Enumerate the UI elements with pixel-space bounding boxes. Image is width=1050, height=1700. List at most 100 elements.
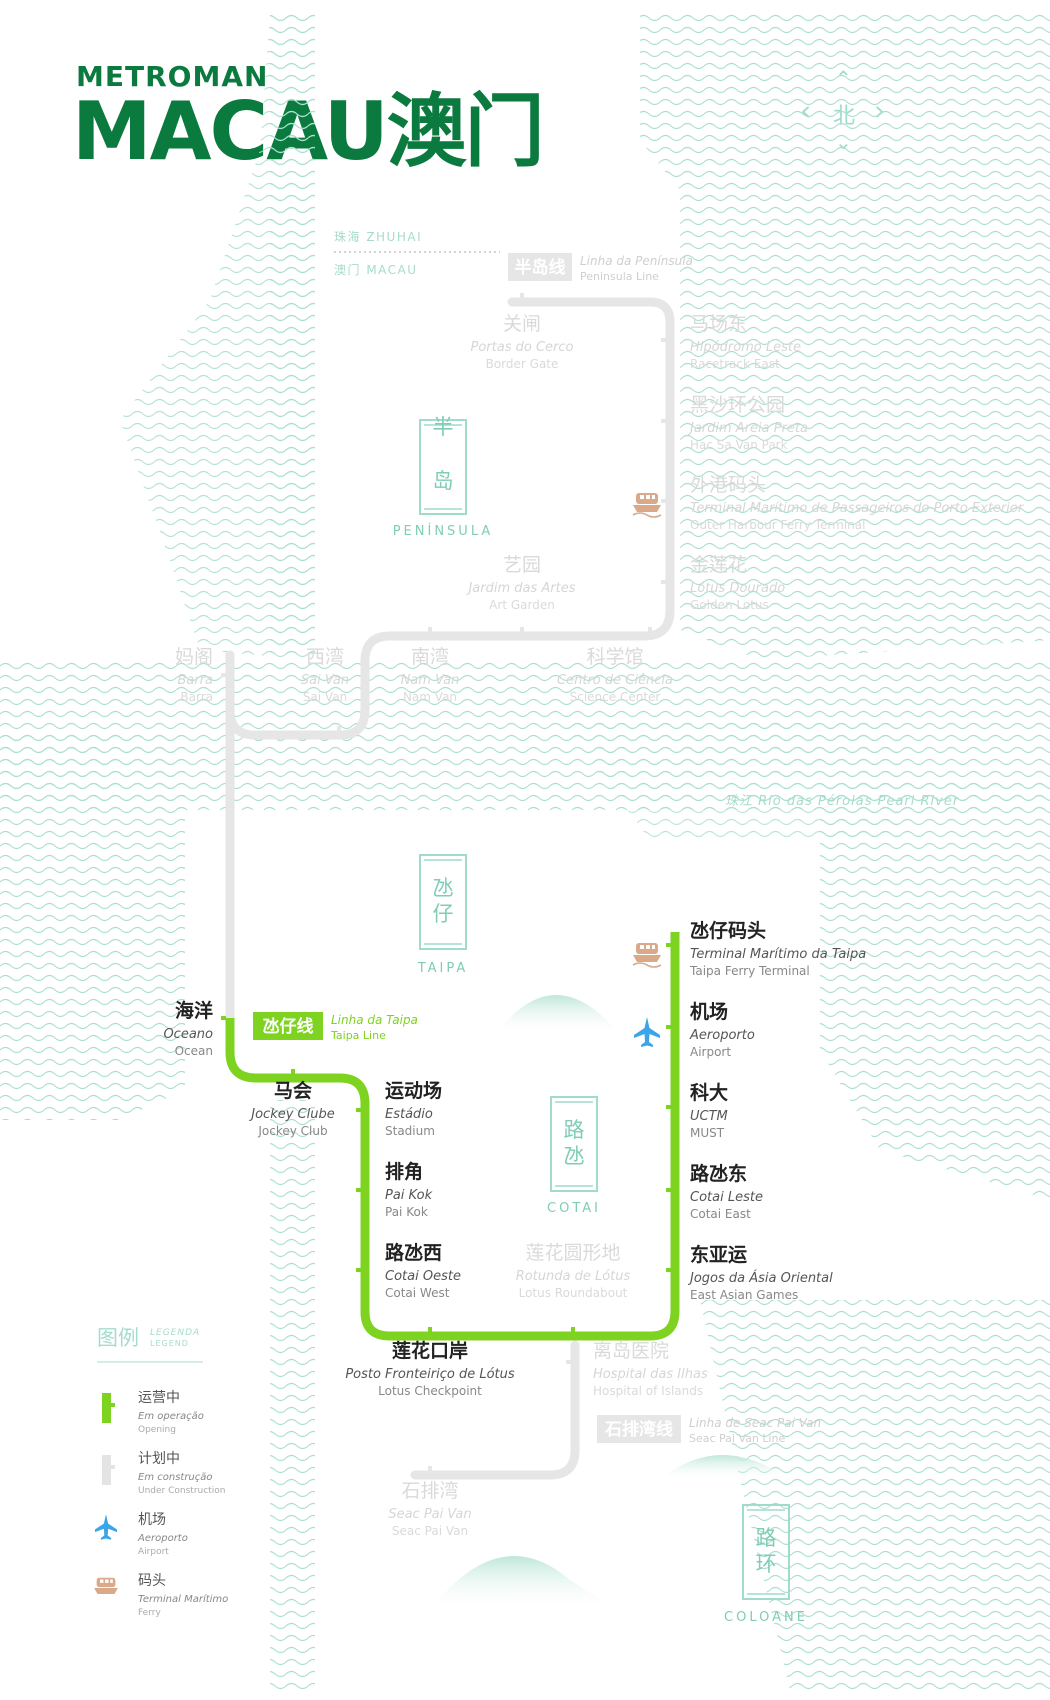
station-ilhas-pt: Hospital das Ilhas bbox=[593, 1367, 708, 1382]
station-barra[interactable]: 妈阁 Barra Barra bbox=[175, 646, 213, 704]
station-ocean-en: Ocean bbox=[175, 1044, 213, 1058]
planned-lines bbox=[225, 297, 675, 1480]
station-tick bbox=[291, 1069, 295, 1074]
station-hipodromo-en: Racetrack East bbox=[690, 357, 780, 371]
legend-airport-en: Airport bbox=[138, 1547, 169, 1557]
line-badge-taipa-label: 氹仔线 bbox=[263, 1016, 314, 1037]
station-hipodromo-pt: Hipódromo Leste bbox=[690, 340, 801, 355]
line-peninsula-en: Peninsula Line bbox=[580, 270, 659, 283]
station-lotus-zh: 莲花口岸 bbox=[392, 1339, 468, 1362]
line-seacpaivan-en: Seac Pai Van Line bbox=[689, 1432, 786, 1445]
station-ciencia[interactable]: 科学馆 Centro de Ciência Science Center bbox=[557, 646, 673, 704]
station-saivan-pt: Sai Van bbox=[301, 673, 349, 688]
district-taipa: 氹仔 TAIPA bbox=[417, 854, 467, 976]
legend-ferry-pt: Terminal Marítimo bbox=[138, 1593, 228, 1605]
station-cotaiw-pt: Cotai Oeste bbox=[385, 1269, 461, 1284]
station-lotus-pt: Posto Fronteiriço de Lótus bbox=[345, 1367, 515, 1382]
boundary-macau: 澳门 MACAU bbox=[334, 262, 418, 277]
station-portas-zh: 关闸 bbox=[503, 313, 541, 335]
ferry-icon bbox=[632, 943, 662, 968]
station-tick bbox=[356, 1268, 361, 1272]
station-tick bbox=[666, 1188, 671, 1192]
station-namvan-zh: 南湾 bbox=[411, 646, 449, 668]
legend-open-zh: 运营中 bbox=[138, 1390, 180, 1406]
station-golden[interactable]: 金莲花 Lótus Dourado Golden Lotus bbox=[690, 554, 785, 612]
station-golden-pt: Lótus Dourado bbox=[690, 581, 785, 596]
station-golden-en: Golden Lotus bbox=[690, 598, 769, 612]
station-estadio-pt: Estádio bbox=[385, 1107, 433, 1122]
station-estadio[interactable]: 运动场 Estádio Stadium bbox=[385, 1080, 442, 1138]
station-namvan-pt: Nam Van bbox=[401, 673, 460, 688]
station-tick bbox=[520, 627, 524, 632]
station-airport-en: Airport bbox=[690, 1045, 731, 1059]
station-paikok-pt: Pai Kok bbox=[385, 1188, 433, 1203]
station-namvan[interactable]: 南湾 Nam Van Nam Van bbox=[401, 646, 460, 704]
boundary-zhuhai: 珠海 ZHUHAI bbox=[334, 229, 422, 244]
station-hipodromo[interactable]: 马场东 Hipódromo Leste Racetrack East bbox=[690, 313, 801, 371]
station-artes[interactable]: 艺园 Jardim das Artes Art Garden bbox=[465, 554, 575, 612]
station-seac-zh: 石排湾 bbox=[401, 1480, 458, 1502]
station-tick bbox=[661, 338, 666, 342]
station-outer[interactable]: 外港码头 Terminal Marítimo de Passageiros do … bbox=[690, 474, 1025, 532]
station-taipaferry-en: Taipa Ferry Terminal bbox=[689, 964, 810, 978]
line-seacpaivan-pt: Linha de Seac Pai Van bbox=[689, 1416, 821, 1430]
station-tick bbox=[661, 499, 666, 503]
station-taipaferry[interactable]: 氹仔码头 Terminal Marítimo da Taipa Taipa Ferr… bbox=[689, 919, 866, 978]
station-outer-en: Outer Harbour Ferry Terminal bbox=[690, 518, 865, 532]
station-rotunda[interactable]: 莲花圆形地 Rotunda de Lótus Lotus Roundabout bbox=[516, 1242, 631, 1300]
station-paikok-en: Pai Kok bbox=[385, 1205, 428, 1219]
station-ilhas[interactable]: 离岛医院 Hospital das Ilhas Hospital of Island… bbox=[593, 1340, 708, 1398]
station-ocean-zh: 海洋 bbox=[175, 999, 213, 1022]
hills bbox=[430, 995, 790, 1610]
station-tick bbox=[356, 1188, 361, 1192]
station-artes-en: Art Garden bbox=[489, 598, 555, 612]
station-saivan-zh: 西湾 bbox=[306, 646, 344, 668]
station-tick bbox=[661, 419, 666, 423]
legend-title-zh: 图例 bbox=[97, 1326, 139, 1350]
station-paikok[interactable]: 排角 Pai Kok Pai Kok bbox=[385, 1160, 433, 1219]
station-seac[interactable]: 石排湾 Seac Pai Van Seac Pai Van bbox=[388, 1480, 471, 1538]
station-ciencia-zh: 科学馆 bbox=[586, 646, 643, 668]
ferry-icon bbox=[632, 493, 662, 518]
legend-open-pt: Em operação bbox=[138, 1411, 204, 1422]
station-saivan-en: Sai Van bbox=[303, 690, 347, 704]
legend-ferry-en: Ferry bbox=[138, 1608, 161, 1618]
station-ciencia-pt: Centro de Ciência bbox=[557, 673, 673, 688]
station-saivan[interactable]: 西湾 Sai Van Sai Van bbox=[301, 646, 349, 704]
legend-ferry-zh: 码头 bbox=[138, 1573, 166, 1589]
station-outer-pt: Terminal Marítimo de Passageiros do Port… bbox=[690, 501, 1025, 516]
station-uctm-pt: UCTM bbox=[690, 1109, 728, 1124]
district-cotai-zh: 路氹 bbox=[564, 1118, 585, 1168]
station-jockey-zh: 马会 bbox=[274, 1079, 312, 1102]
station-portas[interactable]: 关闸 Portas do Cerco Border Gate bbox=[471, 313, 574, 371]
station-ilhas-zh: 离岛医院 bbox=[593, 1340, 669, 1362]
station-airport[interactable]: 机场 Aeroporto Airport bbox=[689, 1001, 755, 1059]
river-label: 珠江 Rio das Pérolas Pearl River bbox=[725, 794, 960, 809]
station-outer-zh: 外港码头 bbox=[690, 474, 766, 496]
station-jockey[interactable]: 马会 Jockey Clube Jockey Club bbox=[248, 1079, 334, 1138]
station-portas-pt: Portas do Cerco bbox=[471, 340, 574, 355]
station-eastasian[interactable]: 东亚运 Jogos da Ásia Oriental East Asian Game… bbox=[687, 1243, 833, 1302]
legend-title-pt: LEGENDA bbox=[150, 1328, 200, 1338]
district-peninsula-label: PENÍNSULA bbox=[393, 523, 494, 539]
station-estadio-zh: 运动场 bbox=[385, 1080, 442, 1102]
station-cotaiw-zh: 路氹西 bbox=[385, 1241, 442, 1264]
station-tick bbox=[648, 627, 652, 632]
station-namvan-en: Nam Van bbox=[403, 690, 457, 704]
station-cotaie[interactable]: 路氹东 Cotai Leste Cotai East bbox=[690, 1162, 763, 1221]
station-cotaie-zh: 路氹东 bbox=[690, 1162, 747, 1185]
station-rotunda-pt: Rotunda de Lótus bbox=[516, 1269, 631, 1284]
district-cotai: 路氹 COTAI bbox=[547, 1096, 598, 1216]
station-uctm[interactable]: 科大 UCTM MUST bbox=[690, 1081, 728, 1140]
station-areia[interactable]: 黑沙环公园 Jardim Areia Preta Hac Sa Van Park bbox=[687, 394, 808, 452]
legend-airport-zh: 机场 bbox=[138, 1512, 166, 1528]
station-barra-zh: 妈阁 bbox=[175, 646, 213, 668]
station-lotus[interactable]: 莲花口岸 Posto Fronteiriço de Lótus Lotus Chec… bbox=[345, 1339, 515, 1398]
station-tick bbox=[520, 293, 524, 298]
station-ocean[interactable]: 海洋 Oceano Ocean bbox=[163, 999, 213, 1058]
station-uctm-zh: 科大 bbox=[690, 1081, 728, 1104]
station-tick bbox=[221, 673, 226, 677]
station-cotaiw[interactable]: 路氹西 Cotai Oeste Cotai West bbox=[385, 1241, 461, 1300]
seacpaivan-line-track bbox=[410, 1340, 580, 1480]
